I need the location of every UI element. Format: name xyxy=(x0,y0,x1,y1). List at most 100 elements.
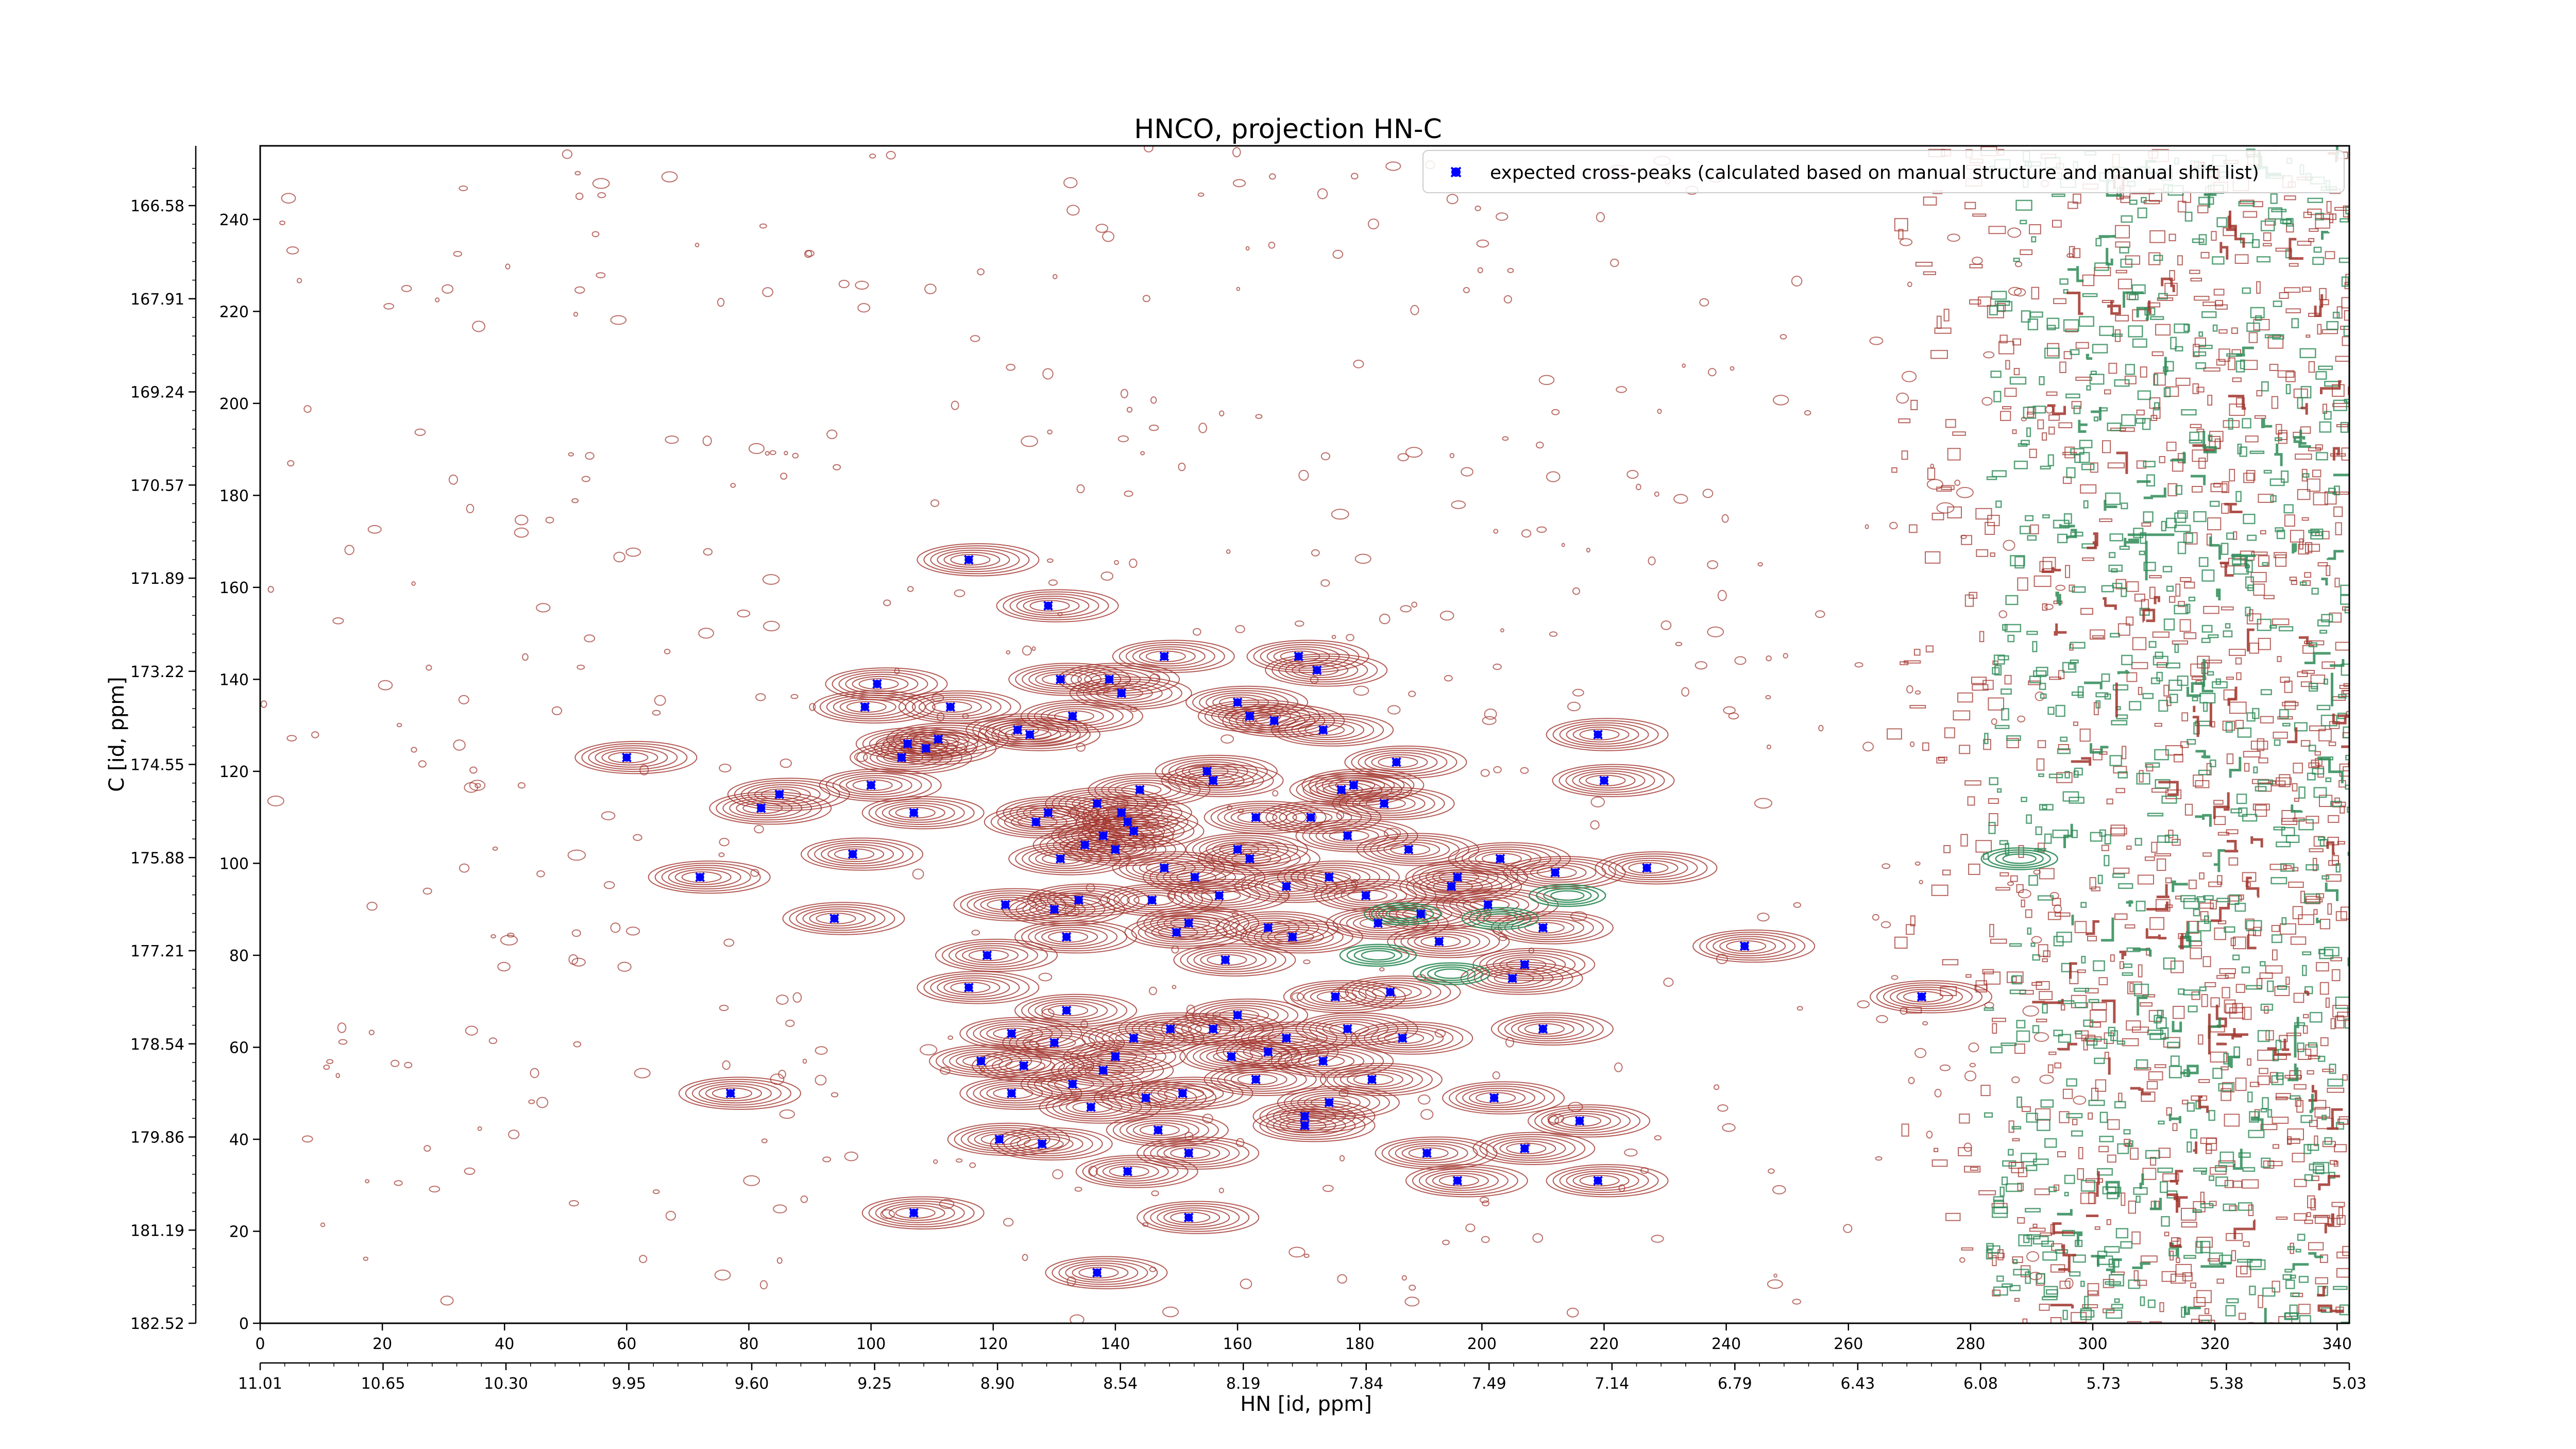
x-ppm-tick-label: 5.03 xyxy=(2332,1375,2367,1393)
expected-cross-peak xyxy=(1177,1088,1188,1099)
y-ppm-tick-label: 171.89 xyxy=(130,570,184,588)
y-index-tick-label: 40 xyxy=(229,1131,249,1149)
expected-cross-peak xyxy=(1067,711,1078,721)
x-index-tick-label: 320 xyxy=(2200,1335,2230,1353)
expected-cross-peak xyxy=(1294,651,1304,662)
peak-contour xyxy=(1161,764,1284,798)
peak-contour xyxy=(1204,801,1327,834)
x-index-tick-label: 300 xyxy=(2078,1335,2107,1353)
expected-cross-peak xyxy=(725,1088,736,1099)
expected-cross-peak xyxy=(1403,845,1414,855)
expected-cross-peak xyxy=(1917,991,1927,1002)
y-index-tick-label: 180 xyxy=(219,487,249,505)
x-index-tick-label: 200 xyxy=(1467,1335,1497,1353)
y-ppm-tick-label: 169.24 xyxy=(130,384,184,402)
peak-contour xyxy=(1595,851,1718,885)
peak-contour xyxy=(1112,639,1235,673)
expected-cross-peak xyxy=(1343,831,1352,841)
expected-cross-peak xyxy=(963,982,974,992)
expected-cross-peak xyxy=(1086,1102,1096,1112)
expected-cross-peak xyxy=(1550,867,1561,878)
expected-cross-peak xyxy=(1593,730,1603,739)
peak-contour xyxy=(990,1127,1113,1161)
expected-cross-peak xyxy=(1134,785,1145,795)
peak-contour xyxy=(574,740,698,774)
expected-cross-peak xyxy=(1232,697,1243,707)
peak-contour xyxy=(1301,768,1425,802)
peak-contour xyxy=(782,902,905,935)
x-ppm-tick-label: 7.49 xyxy=(1472,1375,1506,1393)
expected-cross-peaks-layer xyxy=(621,554,1927,1278)
expected-cross-peak xyxy=(1739,941,1750,951)
legend-marker xyxy=(1450,166,1462,178)
expected-cross-peak xyxy=(1538,922,1548,933)
x-ppm-tick-label: 7.14 xyxy=(1595,1375,1629,1393)
peak-contour xyxy=(898,690,1021,724)
expected-cross-peak xyxy=(1116,688,1127,698)
y-ppm-tick-label: 173.22 xyxy=(130,663,184,681)
expected-cross-peak xyxy=(1343,1024,1352,1034)
expected-cross-peak xyxy=(909,807,919,818)
y-index-axis: 0 20 40 60 80 100 120 140 160 180 200 220 240 xyxy=(219,211,260,1333)
x-index-tick-label: 0 xyxy=(255,1335,265,1353)
peak-contour xyxy=(1271,1044,1394,1078)
expected-cross-peak xyxy=(1446,881,1456,891)
peak-contour xyxy=(1528,1104,1651,1138)
negative-contour xyxy=(1412,962,1490,985)
expected-cross-peak xyxy=(1489,1093,1499,1103)
peak-contour xyxy=(917,971,1040,1004)
y-ppm-tick-label: 181.19 xyxy=(130,1222,184,1240)
expected-cross-peak xyxy=(1202,766,1212,777)
expected-cross-peak xyxy=(1300,1111,1310,1121)
y-ppm-tick-label: 179.86 xyxy=(130,1129,184,1147)
y-index-tick-label: 240 xyxy=(219,211,249,229)
peak-contour xyxy=(996,589,1119,622)
expected-cross-peak xyxy=(774,789,785,799)
expected-cross-peak xyxy=(903,738,913,749)
legend: expected cross-peaks (calculated based o… xyxy=(1422,150,2345,193)
expected-cross-peak xyxy=(982,950,992,961)
expected-cross-peak xyxy=(1001,900,1010,910)
expected-cross-peak xyxy=(1245,854,1255,864)
peak-contour xyxy=(1246,639,1369,673)
chart-title: HNCO, projection HN-C xyxy=(1134,114,1442,145)
y-index-tick-label: 100 xyxy=(219,855,249,873)
expected-cross-peak xyxy=(1306,812,1316,822)
expected-cross-peak xyxy=(1098,831,1108,841)
peak-contour xyxy=(1375,1136,1498,1170)
expected-cross-peak xyxy=(1183,1148,1194,1158)
expected-cross-peak xyxy=(1208,1024,1218,1034)
peak-contour xyxy=(947,1122,1070,1156)
negative-contour xyxy=(1980,847,2058,870)
expected-cross-peak xyxy=(1129,1033,1139,1043)
expected-cross-peak xyxy=(1183,918,1194,928)
peak-contour xyxy=(1075,1155,1198,1188)
negative-contour xyxy=(1529,884,1606,907)
expected-cross-peak xyxy=(1324,872,1334,882)
expected-cross-peak xyxy=(945,702,956,712)
expected-cross-peak xyxy=(1043,807,1053,818)
y-index-tick-label: 140 xyxy=(219,671,249,689)
legend-box xyxy=(1422,150,2345,193)
peak-contour xyxy=(1088,773,1211,806)
peak-contour xyxy=(1014,993,1138,1027)
expected-cross-peak xyxy=(1330,991,1341,1002)
expected-cross-peak xyxy=(1507,973,1518,984)
expected-cross-peak xyxy=(1599,776,1609,786)
expected-cross-peak xyxy=(1019,1060,1029,1071)
x-index-tick-label: 260 xyxy=(1834,1335,1863,1353)
x-index-tick-label: 220 xyxy=(1589,1335,1619,1353)
x-ppm-tick-label: 10.30 xyxy=(484,1375,528,1393)
x-ppm-tick-label: 10.65 xyxy=(361,1375,405,1393)
expected-cross-peak xyxy=(1025,730,1035,739)
expected-cross-peak xyxy=(1422,1148,1432,1158)
x-index-tick-label: 20 xyxy=(372,1335,392,1353)
x-ppm-tick-label: 8.54 xyxy=(1103,1375,1138,1393)
x-ppm-tick-label: 8.90 xyxy=(980,1375,1015,1393)
expected-cross-peak xyxy=(866,780,876,790)
x-ppm-tick-label: 5.38 xyxy=(2209,1375,2244,1393)
y-ppm-axis: 182.52 181.19 179.86 178.54 177.21 175.88 174.… xyxy=(130,146,197,1333)
peak-contour xyxy=(1289,773,1412,806)
expected-cross-peak xyxy=(1214,890,1224,901)
y-index-tick-label: 80 xyxy=(229,947,249,965)
